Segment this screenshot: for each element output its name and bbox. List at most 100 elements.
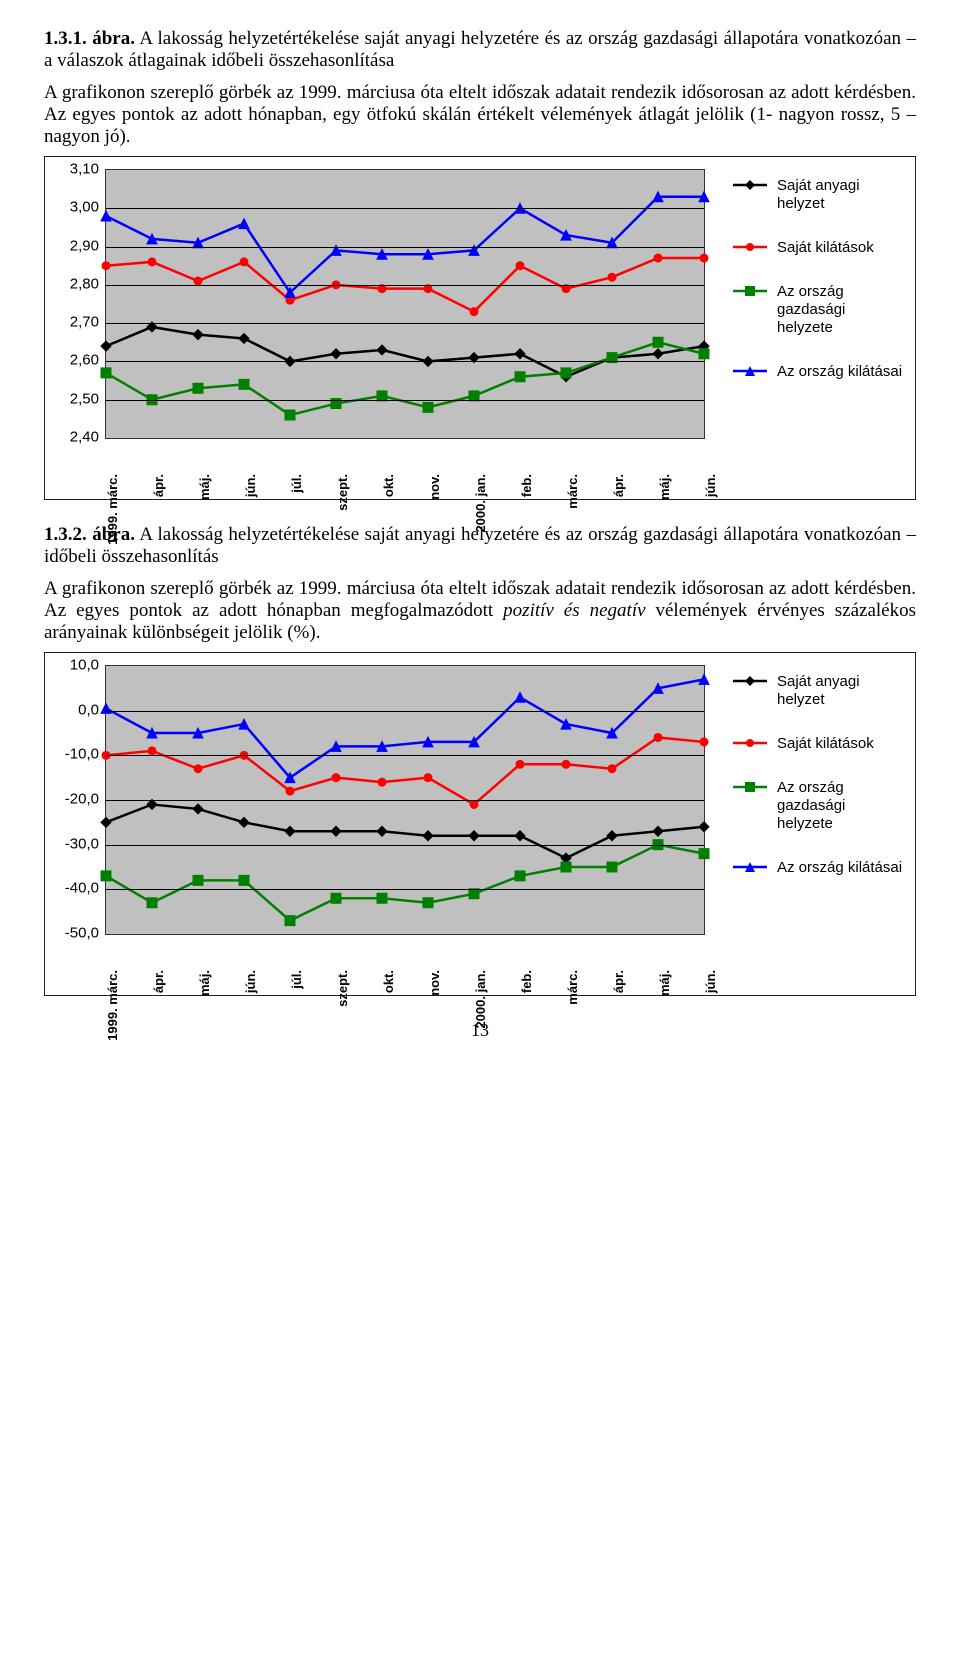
series-marker [516, 262, 524, 270]
series-marker [515, 871, 525, 881]
series-marker [332, 774, 340, 782]
series-marker [700, 738, 708, 746]
legend-glyph-circle-icon [733, 735, 767, 751]
y-tick-label: 10,0 [70, 657, 105, 674]
gridline [106, 400, 704, 401]
series-marker [101, 341, 111, 351]
x-tick-label: nov. [427, 970, 442, 996]
series-marker [331, 826, 341, 836]
legend-glyph-square-icon [733, 779, 767, 795]
x-tick-label: 2000. jan. [473, 970, 488, 1029]
series-line [106, 679, 704, 777]
series-marker [239, 219, 249, 229]
x-tick-label: márc. [565, 970, 580, 1005]
gridline [106, 889, 704, 890]
fig1-lead: 1.3.1. ábra. [44, 28, 135, 49]
series-marker [515, 692, 525, 702]
x-tick-label: 1999. márc. [105, 474, 120, 545]
legend-label: Saját anyagi helyzet [777, 177, 905, 213]
series-marker [102, 262, 110, 270]
x-tick-label: jún. [243, 474, 258, 497]
fig1-caption: A grafikonon szereplő görbék az 1999. má… [44, 82, 916, 148]
series-marker [377, 345, 387, 355]
series-marker [423, 831, 433, 841]
series-marker [424, 285, 432, 293]
chart2-area: 1999. márc.ápr.máj.jún.júl.szept.okt.nov… [55, 665, 705, 985]
y-tick-label: -50,0 [65, 925, 105, 942]
legend-label: Saját kilátások [777, 735, 874, 753]
series-marker [148, 258, 156, 266]
series-marker [194, 277, 202, 285]
series-marker [193, 875, 203, 885]
legend-glyph-triangle-icon [733, 859, 767, 875]
fig1-title-rest: A lakosság helyzetértékelése saját anyag… [44, 28, 916, 71]
x-tick-label: 2000. jan. [473, 474, 488, 533]
series-marker [607, 862, 617, 872]
series-marker [285, 916, 295, 926]
series-marker [423, 402, 433, 412]
legend-item: Saját anyagi helyzet [733, 673, 905, 709]
x-tick-label: ápr. [151, 970, 166, 993]
x-tick-label: máj. [197, 970, 212, 996]
series-marker [561, 862, 571, 872]
x-tick-label: 1999. márc. [105, 970, 120, 1041]
chart1-frame: 1999. márc.ápr.máj.jún.júl.szept.okt.nov… [44, 156, 916, 500]
legend-item: Az ország kilátásai [733, 859, 905, 877]
y-tick-label: 3,00 [70, 199, 105, 216]
y-tick-label: 0,0 [78, 701, 105, 718]
series-marker [653, 337, 663, 347]
series-marker [331, 349, 341, 359]
legend-glyph-square-icon [733, 283, 767, 299]
legend-label: Az ország gazdasági helyzete [777, 779, 905, 833]
chart2-plot [105, 665, 705, 935]
legend-item: Az ország kilátásai [733, 363, 905, 381]
y-tick-label: 2,50 [70, 390, 105, 407]
x-tick-label: nov. [427, 474, 442, 500]
legend-label: Az ország kilátásai [777, 859, 902, 877]
x-tick-label: máj. [197, 474, 212, 500]
gridline [106, 800, 704, 801]
legend-item: Saját kilátások [733, 735, 905, 753]
y-tick-label: 2,90 [70, 237, 105, 254]
gridline [106, 755, 704, 756]
series-marker [193, 804, 203, 814]
chart1-x-labels: 1999. márc.ápr.máj.jún.júl.szept.okt.nov… [105, 439, 705, 489]
legend-label: Az ország kilátásai [777, 363, 902, 381]
gridline [106, 247, 704, 248]
series-marker [699, 849, 709, 859]
chart1-svg [106, 170, 704, 438]
series-marker [699, 349, 709, 359]
series-marker [653, 826, 663, 836]
y-tick-label: -10,0 [65, 746, 105, 763]
series-marker [562, 285, 570, 293]
series-marker [654, 254, 662, 262]
series-marker [608, 273, 616, 281]
series-marker [377, 893, 387, 903]
x-tick-label: szept. [335, 474, 350, 511]
series-marker [515, 372, 525, 382]
series-line [106, 804, 704, 858]
series-marker [239, 333, 249, 343]
gridline [106, 361, 704, 362]
y-tick-label: 2,80 [70, 275, 105, 292]
series-marker [515, 349, 525, 359]
chart1-area: 1999. márc.ápr.máj.jún.júl.szept.okt.nov… [55, 169, 705, 489]
fig2-lead: 1.3.2. ábra. [44, 524, 135, 545]
series-marker [562, 760, 570, 768]
gridline [106, 285, 704, 286]
y-tick-label: 2,70 [70, 314, 105, 331]
legend-glyph-diamond-icon [733, 177, 767, 193]
series-marker [561, 368, 571, 378]
series-marker [239, 817, 249, 827]
series-marker [470, 800, 478, 808]
legend-glyph-circle-icon [733, 239, 767, 255]
legend-label: Saját anyagi helyzet [777, 673, 905, 709]
series-marker [193, 330, 203, 340]
series-marker [378, 778, 386, 786]
series-marker [101, 817, 111, 827]
series-marker [240, 258, 248, 266]
legend-item: Az ország gazdasági helyzete [733, 283, 905, 337]
gridline [106, 208, 704, 209]
x-tick-label: okt. [381, 970, 396, 993]
gridline [106, 845, 704, 846]
